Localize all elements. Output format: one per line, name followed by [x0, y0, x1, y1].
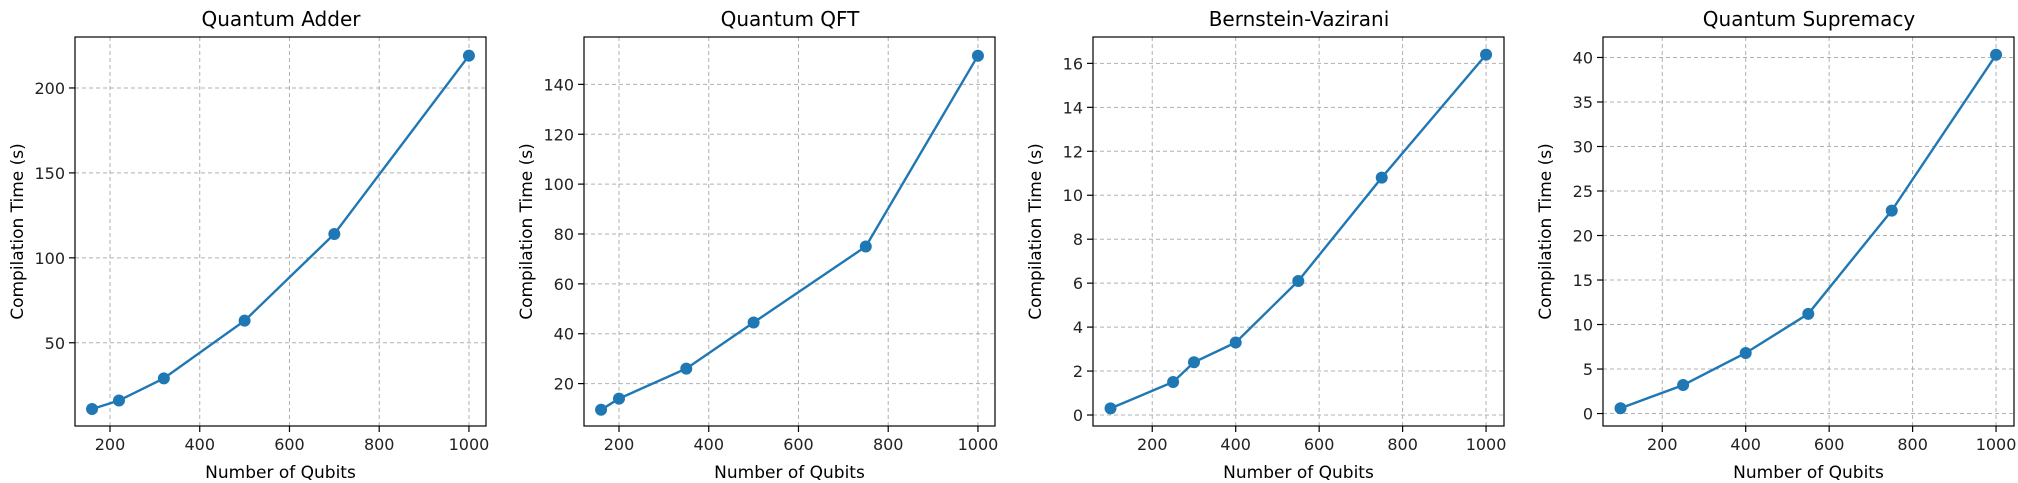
x-tick-label: 200	[1137, 435, 1168, 454]
y-tick-label: 12	[1063, 142, 1083, 161]
x-axis-label: Number of Qubits	[205, 463, 356, 483]
y-tick-label: 100	[34, 249, 65, 268]
x-tick-label: 600	[1304, 435, 1335, 454]
data-point	[462, 49, 475, 62]
series-line	[600, 55, 979, 411]
y-axis-label: Compilation Time (s)	[517, 143, 537, 320]
y-axis-label: Compilation Time (s)	[1026, 143, 1046, 320]
series-line	[1620, 54, 1998, 410]
data-point	[1104, 402, 1117, 415]
data-point	[1885, 204, 1898, 217]
y-tick-label: 5	[1583, 360, 1593, 379]
panel-title: Quantum Supremacy	[1703, 7, 1916, 31]
x-axis-label: Number of Qubits	[1733, 463, 1884, 483]
panel-quantum-adder: Quantum Adder 200 400 600 800 1000 50 100 150 20…	[8, 7, 489, 483]
plot-frame	[1602, 36, 2015, 427]
x-tick-label: 1000	[958, 435, 999, 454]
data-point	[1375, 171, 1388, 184]
y-tick-label: 30	[1573, 137, 1593, 156]
x-tick-label: 600	[1814, 435, 1845, 454]
y-tick-label: 10	[1063, 186, 1083, 205]
data-point	[1167, 376, 1180, 389]
x-tick-label: 800	[1897, 435, 1928, 454]
data-point	[1614, 402, 1627, 415]
y-tick-label: 35	[1573, 93, 1593, 112]
x-tick-label: 1000	[1466, 435, 1507, 454]
x-tick-label: 800	[1387, 435, 1418, 454]
data-point	[1739, 347, 1752, 360]
panel-title: Quantum Adder	[202, 7, 362, 31]
x-tick-label: 800	[364, 435, 395, 454]
y-tick-label: 50	[45, 334, 65, 353]
y-tick-label: 40	[554, 325, 574, 344]
y-tick-label: 140	[543, 75, 574, 94]
data-point	[1480, 48, 1493, 61]
panel-quantum-supremacy: Quantum Supremacy 200 400 600 800 1000 0 5 10 15…	[1536, 7, 2016, 483]
y-tick-label: 2	[1073, 362, 1083, 381]
plot-frame	[74, 36, 487, 427]
y-tick-label: 40	[1573, 48, 1593, 67]
y-tick-label: 4	[1073, 318, 1083, 337]
data-point	[1292, 274, 1305, 287]
panel-quantum-qft: Quantum QFT 200 400 600 800 1000 20 40 60 80 100 1…	[517, 7, 998, 483]
y-tick-label: 80	[554, 225, 574, 244]
x-tick-label: 800	[873, 435, 904, 454]
data-point	[1990, 48, 2003, 61]
x-tick-label: 400	[184, 435, 215, 454]
plot-frame	[583, 36, 996, 427]
y-tick-label: 6	[1073, 274, 1083, 293]
data-point	[112, 394, 125, 407]
panel-title: Bernstein-Vazirani	[1209, 7, 1390, 31]
x-axis-label: Number of Qubits	[714, 463, 865, 483]
data-point	[680, 362, 693, 375]
y-axis-label: Compilation Time (s)	[1536, 143, 1556, 320]
data-point	[157, 372, 170, 385]
y-tick-label: 20	[1573, 227, 1593, 246]
y-tick-label: 0	[1583, 405, 1593, 424]
y-tick-label: 14	[1063, 98, 1083, 117]
x-axis-label: Number of Qubits	[1223, 463, 1374, 483]
data-point	[859, 240, 872, 253]
x-tick-label: 600	[274, 435, 305, 454]
data-point	[328, 228, 341, 241]
x-tick-label: 400	[1730, 435, 1761, 454]
panel-title: Quantum QFT	[721, 7, 861, 31]
data-point	[238, 314, 251, 327]
y-tick-label: 10	[1573, 316, 1593, 335]
y-tick-label: 120	[543, 125, 574, 144]
data-point	[595, 403, 608, 416]
data-point	[1677, 379, 1690, 392]
x-tick-label: 200	[1647, 435, 1678, 454]
x-tick-label: 400	[1220, 435, 1251, 454]
series-line	[91, 54, 470, 411]
data-point	[86, 403, 99, 416]
y-tick-label: 16	[1063, 54, 1083, 73]
y-tick-label: 100	[543, 175, 574, 194]
x-tick-label: 600	[783, 435, 814, 454]
panel-bernstein-vazirani: Bernstein-Vazirani 200 400 600 800 1000 0 2 4 6 8…	[1026, 7, 1506, 483]
x-tick-label: 200	[95, 435, 126, 454]
y-tick-label: 25	[1573, 182, 1593, 201]
y-tick-label: 20	[554, 375, 574, 394]
x-tick-label: 1000	[449, 435, 490, 454]
y-tick-label: 200	[34, 79, 65, 98]
data-point	[1802, 307, 1815, 320]
x-tick-label: 400	[693, 435, 724, 454]
y-axis-label: Compilation Time (s)	[8, 143, 28, 320]
x-tick-label: 200	[604, 435, 635, 454]
data-point	[612, 392, 625, 405]
data-point	[1187, 356, 1200, 369]
data-point	[1229, 336, 1242, 349]
y-tick-label: 8	[1073, 230, 1083, 249]
y-tick-label: 60	[554, 275, 574, 294]
y-tick-label: 150	[34, 164, 65, 183]
y-tick-label: 15	[1573, 271, 1593, 290]
data-point	[747, 316, 760, 329]
plot-frame	[1092, 36, 1505, 427]
x-tick-label: 1000	[1976, 435, 2017, 454]
data-point	[971, 49, 984, 62]
y-tick-label: 0	[1073, 406, 1083, 425]
